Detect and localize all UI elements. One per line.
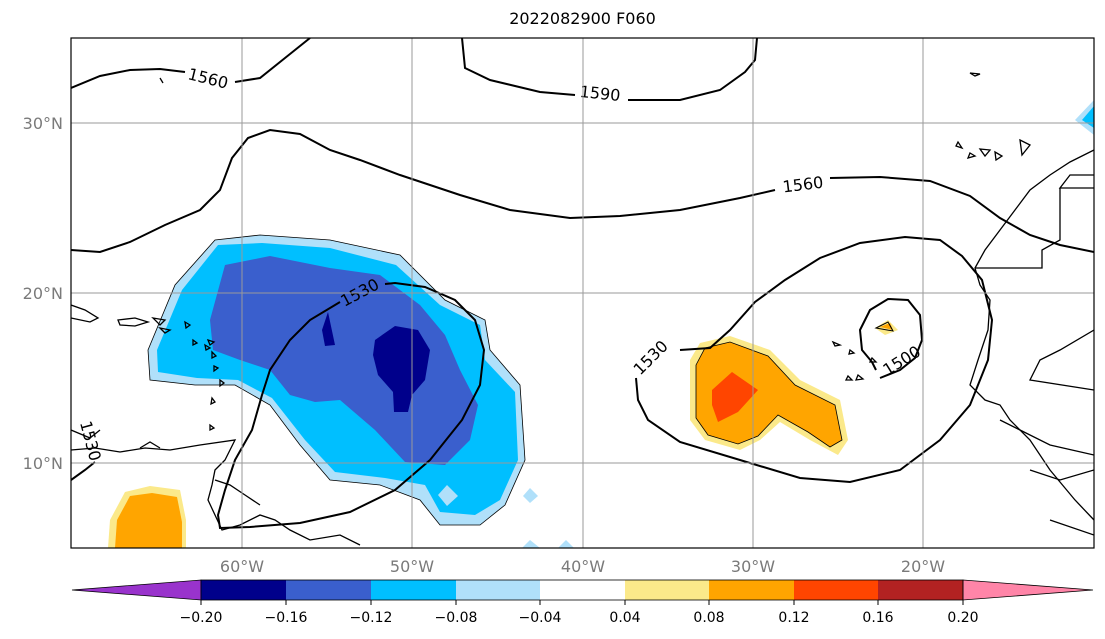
colorbar-tick-label: −0.16	[265, 610, 308, 626]
negative-anomaly-speck-4	[558, 540, 574, 548]
contour-label: 1560	[782, 173, 825, 197]
colorbar-bin	[371, 580, 456, 600]
colorbar: −0.20 −0.16 −0.12 −0.08 −0.04 0.04 0.08 …	[71, 579, 1094, 626]
colorbar-bin	[878, 580, 963, 600]
anomaly-outline-east	[695, 341, 843, 448]
colorbar-extend-high	[962, 579, 1094, 601]
colorbar-tick-label: −0.12	[350, 610, 393, 626]
lon-label: 40°W	[561, 557, 605, 576]
anomaly-outline	[147, 234, 526, 526]
positive-anomaly-orange-east	[696, 342, 842, 447]
negative-anomaly-navy	[373, 326, 430, 412]
colorbar-bin	[540, 580, 625, 600]
colorbar-tick-label: 0.20	[947, 610, 978, 626]
lat-label: 20°N	[23, 284, 63, 303]
colorbar-tick-label: 0.12	[778, 610, 809, 626]
colorbar-tick-label: 0.04	[609, 610, 640, 626]
height-contours	[71, 38, 1094, 530]
colorbar-extend-low	[71, 579, 202, 601]
colorbar-bin	[286, 580, 371, 600]
contour-label: 1590	[579, 82, 621, 105]
negative-anomaly-speck-1	[438, 485, 458, 506]
lat-label: 10°N	[23, 454, 63, 473]
small-contour	[874, 321, 894, 332]
negative-anomaly-navy-small	[322, 312, 335, 346]
lon-label: 60°W	[220, 557, 264, 576]
colorbar-bin	[794, 580, 878, 600]
colorbar-tick-label: −0.08	[435, 610, 478, 626]
colorbar-bin	[625, 580, 709, 600]
colorbar-bin	[709, 580, 794, 600]
positive-anomaly-orange-southwest	[115, 493, 182, 548]
lon-label: 20°W	[901, 557, 945, 576]
lon-label: 50°W	[390, 557, 434, 576]
colorbar-tick-label: −0.04	[519, 610, 562, 626]
negative-anomaly-speck-3	[522, 540, 540, 548]
lon-label: 30°W	[731, 557, 775, 576]
colorbar-bin	[201, 580, 286, 600]
lat-label: 30°N	[23, 114, 63, 133]
colorbar-tick-label: −0.20	[180, 610, 223, 626]
negative-anomaly-speck-2	[523, 488, 538, 503]
colorbar-tick-label: 0.08	[693, 610, 724, 626]
colorbar-bin	[456, 580, 540, 600]
negative-anomaly-royal-blue	[210, 256, 478, 465]
gridlines	[71, 38, 1094, 548]
coastlines	[71, 72, 1094, 546]
map-title: 2022082900 F060	[509, 9, 656, 28]
map-frame	[70, 37, 1095, 549]
colorbar-tick-label: 0.16	[862, 610, 893, 626]
positive-anomaly-red-east	[712, 372, 758, 422]
